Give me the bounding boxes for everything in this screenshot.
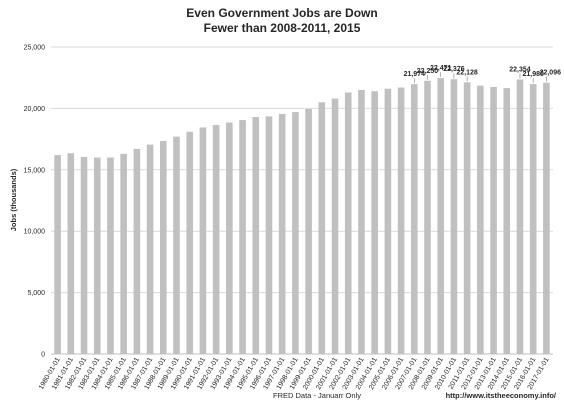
data-label: 21,974 <box>404 71 426 78</box>
y-axis-title: Jobs (thousands) <box>9 168 18 231</box>
y-axis-ticks: 0 5,000 10,000 15,000 20,000 25,000 <box>24 45 46 359</box>
bar <box>450 79 458 354</box>
y-tick-label: 25,000 <box>24 45 46 52</box>
bar <box>503 88 511 354</box>
data-label: 21,980 <box>522 71 544 78</box>
bar <box>239 120 246 354</box>
bar <box>371 91 378 354</box>
y-tick-label: 5,000 <box>27 290 45 297</box>
y-tick-label: 10,000 <box>24 229 46 236</box>
bar <box>252 116 260 354</box>
bar <box>212 124 220 354</box>
bar <box>199 127 207 355</box>
data-label: 22,250 <box>417 68 439 75</box>
y-tick-label: 0 <box>41 352 45 359</box>
data-label: 22,376 <box>443 66 465 73</box>
credit-text: http://www.itstheeconomy.info/ <box>446 391 557 400</box>
bar <box>543 82 550 354</box>
bar <box>186 131 194 354</box>
bar <box>93 157 101 354</box>
data-label: 22,096 <box>540 70 562 77</box>
bar <box>226 122 233 354</box>
bar <box>133 148 141 354</box>
bar <box>529 84 537 354</box>
bar <box>331 98 339 355</box>
bar <box>490 86 497 354</box>
bar <box>305 109 312 354</box>
bar <box>54 155 61 354</box>
bar <box>107 157 114 354</box>
bar <box>146 144 154 354</box>
y-tick-label: 15,000 <box>24 167 46 174</box>
x-axis-title: FRED Data - Januarr Only <box>273 391 361 400</box>
data-label: 22,128 <box>456 69 478 76</box>
bar <box>463 82 471 354</box>
bar <box>397 87 405 355</box>
bar <box>278 113 286 355</box>
chart-subtitle: Fewer than 2008-2011, 2015 <box>204 21 361 35</box>
bar <box>159 140 167 354</box>
data-label: 22,471 <box>430 65 452 72</box>
bar <box>358 89 365 354</box>
bar <box>265 116 273 354</box>
bars <box>54 78 550 355</box>
bar <box>477 85 484 354</box>
bar <box>516 79 524 354</box>
data-label: 22,354 <box>509 66 531 73</box>
chart-title: Even Government Jobs are Down <box>186 6 377 20</box>
bar <box>120 153 127 354</box>
bar <box>318 102 326 354</box>
x-axis-ticks: 1980-01-011981-01-011982-01-011983-01-01… <box>38 356 551 391</box>
bar <box>292 112 299 354</box>
bar <box>424 80 431 355</box>
bar <box>437 78 445 354</box>
bar <box>384 88 392 354</box>
y-tick-label: 20,000 <box>24 106 46 113</box>
bar <box>67 153 75 354</box>
bar <box>344 92 352 354</box>
bar <box>80 156 88 354</box>
bar <box>410 84 418 355</box>
bar <box>173 136 180 354</box>
